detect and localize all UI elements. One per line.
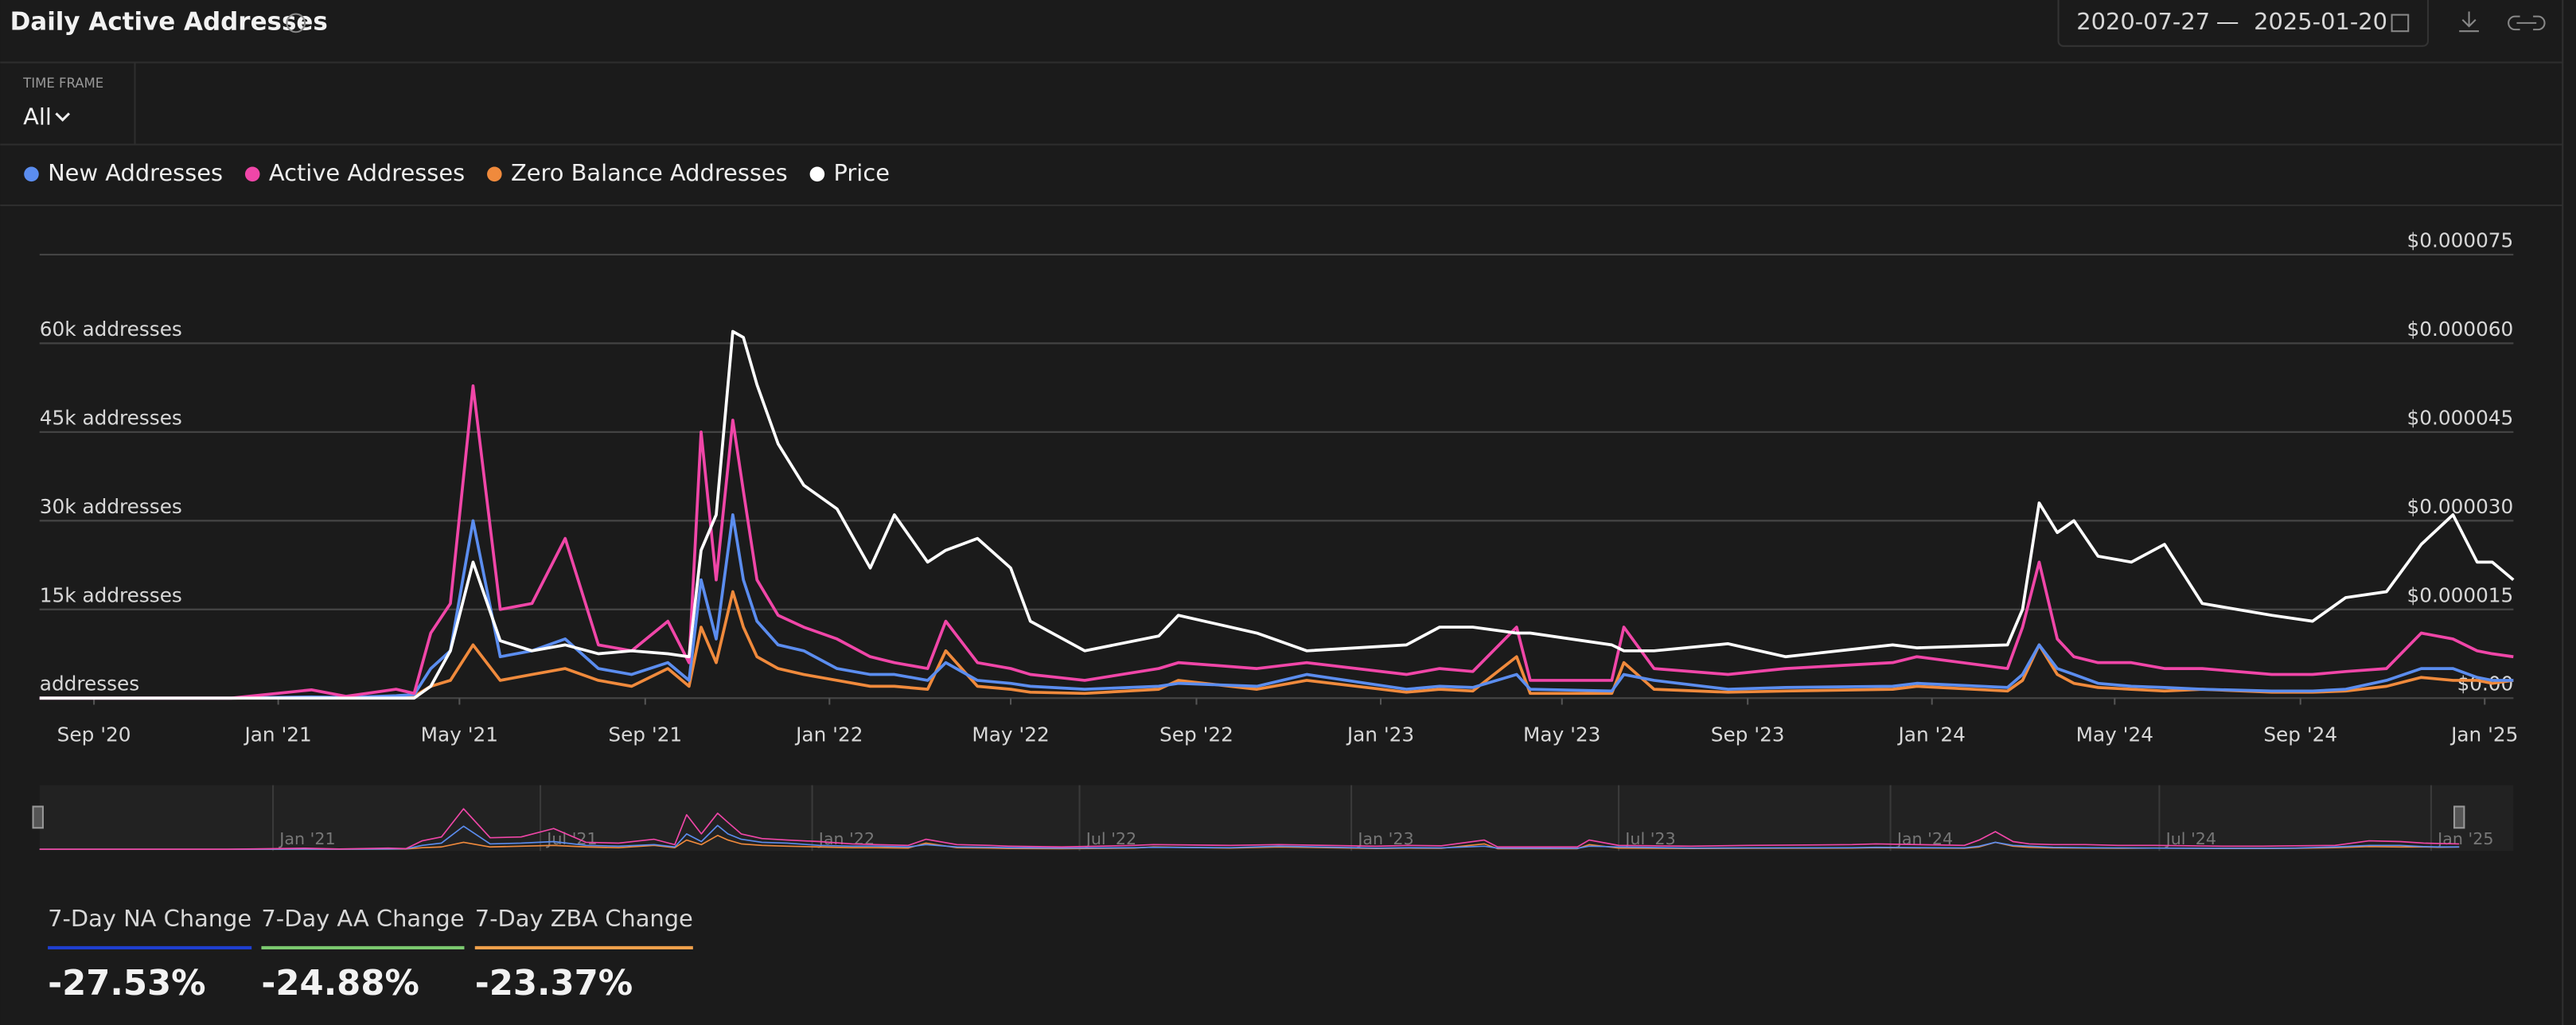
calendar-icon[interactable]: [2391, 14, 2410, 33]
time-frame-value[interactable]: All: [23, 103, 52, 131]
y2-tick-label: $0.000075: [2406, 228, 2513, 251]
navigator-line: [39, 808, 2460, 850]
y2-tick-label: $0.000045: [2406, 406, 2513, 429]
legend-dot: [487, 166, 502, 182]
y2-tick-label: $0.00: [2457, 672, 2513, 696]
x-tick-label: Jan '23: [1346, 723, 1414, 746]
x-tick-label: May '23: [1523, 723, 1600, 746]
series-line: [39, 384, 2514, 700]
help-icon[interactable]: [286, 13, 306, 33]
x-tick-label: Sep '24: [2263, 723, 2337, 746]
x-tick-label: Jan '24: [1897, 723, 1966, 746]
legend-dot: [24, 166, 39, 182]
legend-dot: [809, 166, 825, 182]
series-line: [39, 513, 2514, 700]
x-tick-label: May '21: [421, 723, 498, 746]
stat-label: 7-Day AA Change: [261, 905, 464, 932]
stat-value: -24.88%: [261, 964, 419, 1004]
legend-label[interactable]: Zero Balance Addresses: [511, 159, 788, 186]
series-line: [39, 329, 2515, 700]
x-tick-label: Jan '25: [2449, 723, 2518, 746]
y-tick-label: 15k addresses: [40, 583, 182, 606]
dropdown-chevron[interactable]: [55, 112, 71, 122]
y-tick-label: 60k addresses: [40, 318, 182, 341]
legend-label[interactable]: Price: [834, 159, 890, 186]
y2-tick-label: $0.000060: [2406, 318, 2513, 341]
y2-tick-label: $0.000030: [2406, 495, 2513, 518]
time-frame-label: TIME FRAME: [22, 76, 103, 91]
date-to[interactable]: 2025-01-20: [2254, 8, 2387, 35]
date-from[interactable]: 2020-07-27: [2076, 8, 2210, 35]
legend-label[interactable]: Active Addresses: [269, 159, 465, 186]
stat-label: 7-Day ZBA Change: [475, 905, 693, 932]
navigator-handle[interactable]: [2453, 805, 2465, 829]
navigator[interactable]: [39, 785, 2514, 852]
y2-tick-label: $0.000015: [2406, 583, 2513, 606]
navigator-tick-label: Jan '21: [278, 829, 335, 848]
x-tick-label: May '24: [2076, 723, 2153, 746]
x-tick-label: Sep '23: [1711, 723, 1785, 746]
x-tick-label: Sep '21: [608, 723, 682, 746]
stat-value: -27.53%: [48, 964, 205, 1004]
date-range-box[interactable]: [2057, 0, 2430, 47]
x-tick-label: Jan '21: [243, 723, 311, 746]
y-tick-label: addresses: [40, 672, 139, 696]
x-tick-label: Sep '22: [1159, 723, 1233, 746]
link-icon[interactable]: [2508, 15, 2546, 31]
navigator-tick-label: Jan '25: [2436, 829, 2493, 848]
x-tick-label: May '22: [972, 723, 1049, 746]
y-tick-label: 30k addresses: [40, 495, 182, 518]
stat-value: -23.37%: [475, 964, 633, 1004]
title: Daily Active Addresses: [10, 7, 328, 36]
x-tick-label: Sep '20: [57, 723, 131, 746]
x-tick-label: Jan '22: [794, 723, 863, 746]
navigator-handle[interactable]: [32, 805, 44, 829]
navigator-line: [39, 824, 2460, 850]
legend-label[interactable]: New Addresses: [48, 159, 223, 186]
date-separator: —: [2216, 8, 2239, 35]
y-tick-label: 45k addresses: [40, 406, 182, 429]
legend-dot: [244, 166, 260, 182]
navigator-tick-label: Jul '24: [2165, 829, 2216, 848]
download-icon[interactable]: [2459, 11, 2479, 33]
stat-label: 7-Day NA Change: [48, 905, 251, 932]
